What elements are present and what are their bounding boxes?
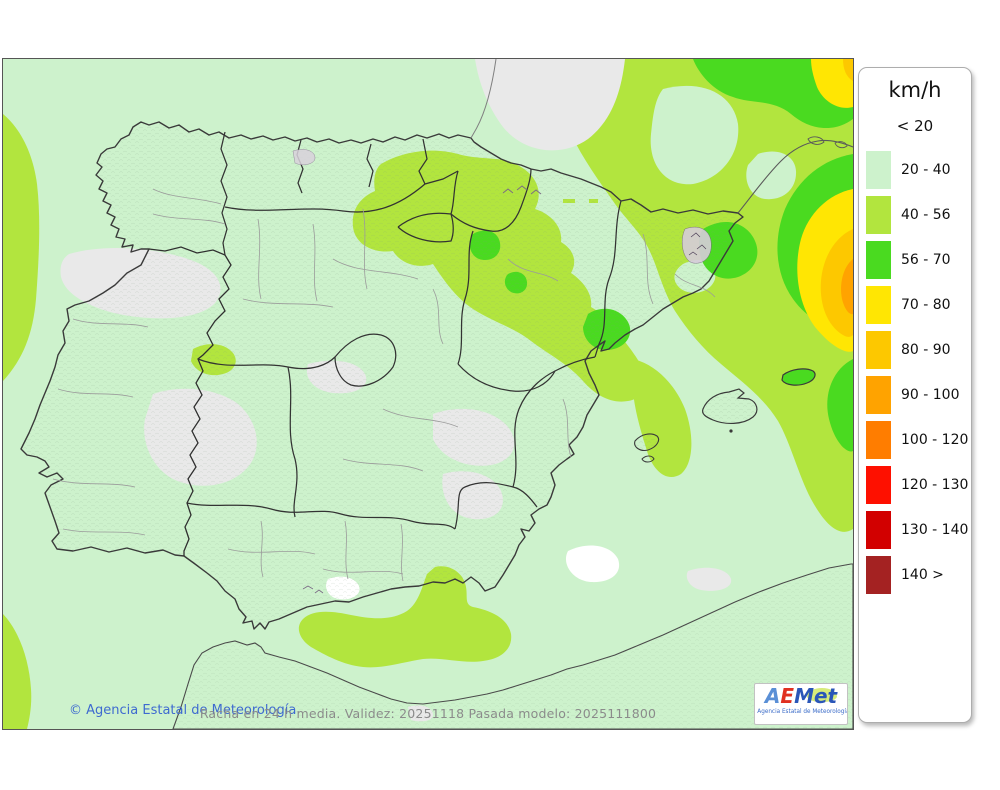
cabrera-island [729, 429, 733, 433]
legend-label: 40 - 56 [901, 206, 951, 223]
legend-row: 80 - 90 [859, 327, 971, 372]
legend-panel: km/h < 20 20 - 40 40 - 56 56 - 70 70 - 80 80… [858, 67, 972, 723]
legend-label: 130 - 140 [901, 521, 969, 538]
legend-swatch [866, 510, 891, 549]
legend-row: 100 - 120 [859, 417, 971, 462]
legend-row: 90 - 100 [859, 372, 971, 417]
calm-patch-africa-east [686, 567, 732, 591]
legend-swatch [866, 420, 891, 459]
wind-blob-green-right-low [827, 359, 853, 452]
legend-label: 120 - 130 [901, 476, 969, 493]
legend-swatch [866, 240, 891, 279]
mallorca-island [701, 388, 758, 424]
legend-label: 56 - 70 [901, 251, 951, 268]
legend-label: 80 - 90 [901, 341, 951, 358]
africa-coastline [172, 563, 853, 729]
portugal-border [148, 246, 232, 556]
wind-blob-alboran [298, 566, 512, 668]
mountain-shading [292, 149, 712, 594]
france-mediterranean-coast [737, 139, 853, 214]
ibiza-island [634, 433, 660, 451]
legend-label: 70 - 80 [901, 296, 951, 313]
legend-swatch [866, 375, 891, 414]
legend-swatch [866, 555, 891, 594]
legend-rows: 20 - 40 40 - 56 56 - 70 70 - 80 80 - 90 90 - … [859, 147, 971, 597]
aemet-logo: AEMet Agencia Estatal de Meteorología [754, 683, 848, 725]
wind-blob-deep-orange [841, 259, 853, 315]
legend-row: 20 - 40 [859, 147, 971, 192]
legend-swatch [866, 285, 891, 324]
legend-swatch [866, 330, 891, 369]
logo-letter-e: E [780, 684, 795, 708]
legend-label: 100 - 120 [901, 431, 969, 448]
france-lagoon [807, 136, 825, 145]
wind-blob-green-top [693, 59, 853, 129]
spain-wind-gust-map [3, 59, 853, 729]
map-panel: © Agencia Estatal de Meteorología Racha … [2, 58, 854, 730]
logo-subtitle: Agencia Estatal de Meteorología [757, 708, 848, 715]
copyright-text: © Agencia Estatal de Meteorología [69, 703, 297, 718]
legend-swatch [866, 465, 891, 504]
map-info-text: Racha en 24 h media. Validez: 20251118 P… [199, 706, 657, 721]
logo-letter-a: A [764, 684, 781, 708]
wind-band-southwest [3, 614, 32, 729]
wind-band-west [3, 114, 40, 381]
legend-title: km/h [888, 78, 942, 102]
legend-label: 90 - 100 [901, 386, 960, 403]
logo-letters-met: Met [794, 684, 838, 708]
wind-blob-orange-right [820, 229, 853, 337]
menorca-island [781, 368, 816, 386]
france-lagoon [834, 141, 848, 149]
legend-row: 140 > [859, 552, 971, 597]
legend-swatch [866, 150, 891, 189]
legend-first-label: < 20 [896, 117, 934, 135]
calm-hole [650, 85, 739, 185]
calm-patch-france [475, 59, 625, 151]
logo-swoosh [807, 688, 837, 702]
formentera-island [641, 455, 655, 463]
legend-row: 130 - 140 [859, 507, 971, 552]
legend-label: 140 > [901, 566, 944, 583]
legend-swatch [866, 195, 891, 234]
iberia-coastline [20, 121, 744, 630]
legend-row: 56 - 70 [859, 237, 971, 282]
logo-wordmark: AEMet [755, 684, 847, 708]
france-atlantic-coast [470, 59, 497, 139]
province-borders [52, 188, 716, 582]
legend-label: 20 - 40 [901, 161, 951, 178]
legend-row: 70 - 80 [859, 282, 971, 327]
legend-row: 40 - 56 [859, 192, 971, 237]
wind-blob-yellow-corner [811, 59, 853, 108]
wind-blob-orange-corner [843, 59, 853, 81]
calm-white-sea [565, 545, 620, 583]
legend-row: 120 - 130 [859, 462, 971, 507]
